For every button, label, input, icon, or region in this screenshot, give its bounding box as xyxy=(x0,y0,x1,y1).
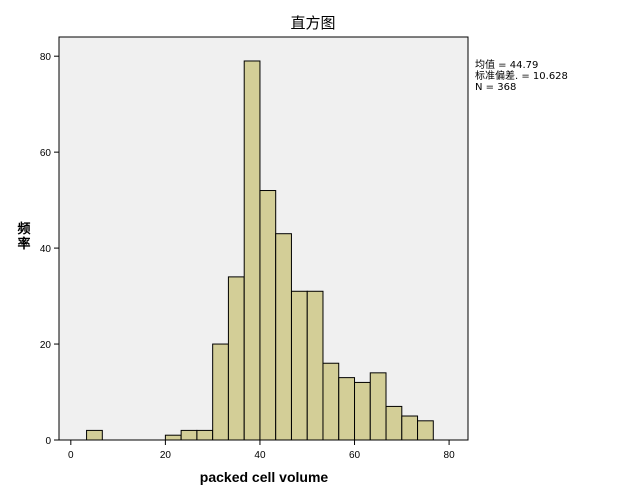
histogram-bar xyxy=(290,290,308,441)
histogram-bar xyxy=(401,415,419,441)
y-axis-label-char-2: 率 xyxy=(17,236,30,252)
y-tick-label: 60 xyxy=(40,148,52,159)
y-tick-label: 40 xyxy=(40,244,52,255)
stat-n: N = 368 xyxy=(475,82,516,93)
y-tick-label: 20 xyxy=(40,340,52,351)
histogram-bar xyxy=(354,381,371,441)
x-axis-label: packed cell volume xyxy=(200,469,329,485)
histogram-bar xyxy=(322,362,340,441)
x-tick-label: 20 xyxy=(160,450,172,461)
y-tick-label: 80 xyxy=(40,52,52,63)
y-axis: 0 20 40 60 80 xyxy=(40,52,59,447)
y-axis-label-char-1: 频 xyxy=(17,221,30,237)
histogram-bar xyxy=(417,420,434,441)
chart-title: 直方图 xyxy=(290,14,335,32)
histogram-bar xyxy=(369,372,387,441)
histogram-bar xyxy=(196,429,214,441)
histogram-bar xyxy=(243,60,261,441)
stat-std-dev: 标准偏差. = 10.628 xyxy=(475,69,568,82)
bar-group xyxy=(86,60,434,441)
x-tick-label: 60 xyxy=(349,450,361,461)
y-tick-label: 0 xyxy=(45,436,51,447)
histogram-bar xyxy=(227,276,245,441)
histogram-bar xyxy=(164,434,182,441)
histogram-bar xyxy=(306,290,324,441)
histogram-bar xyxy=(385,405,403,441)
x-tick-label: 0 xyxy=(68,450,74,461)
x-axis: 0 20 40 60 80 xyxy=(68,440,455,461)
histogram-bar xyxy=(86,429,103,441)
stat-mean: 均值 = 44.79 xyxy=(475,58,538,71)
histogram-bar xyxy=(275,233,292,441)
x-tick-label: 40 xyxy=(254,450,266,461)
x-tick-label: 80 xyxy=(444,450,456,461)
histogram-bar xyxy=(180,429,198,441)
histogram-bar xyxy=(259,190,277,441)
histogram-bar xyxy=(338,377,356,441)
histogram-bar xyxy=(212,343,229,441)
